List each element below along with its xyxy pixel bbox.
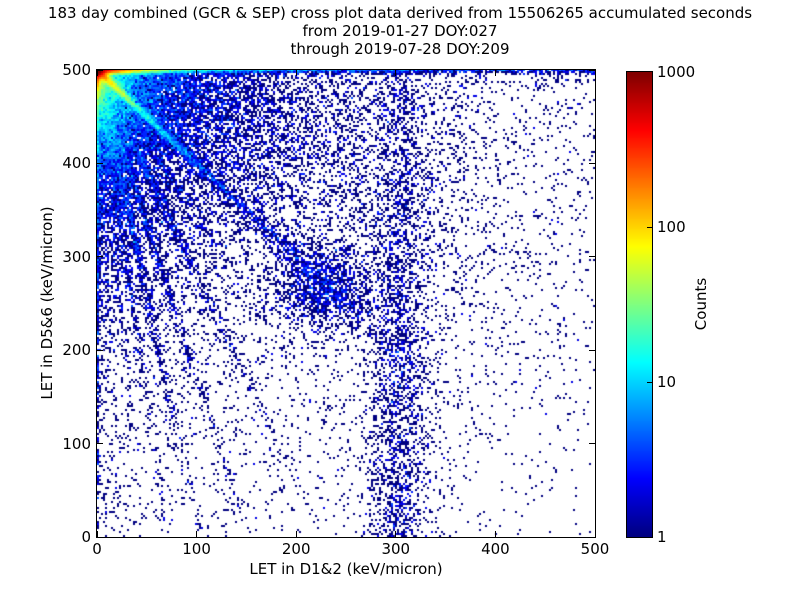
y-tick-label: 0 <box>81 528 91 546</box>
colorbar-tick-label: 1000 <box>657 63 696 81</box>
y-tick-right <box>589 536 595 538</box>
plot-frame <box>96 69 596 538</box>
y-tick-label: 500 <box>62 61 91 79</box>
x-tick-top <box>196 70 198 76</box>
figure-title-line-3: through 2019-07-28 DOY:209 <box>290 40 510 58</box>
x-tick-bottom <box>96 531 98 537</box>
colorbar-frame <box>626 71 653 538</box>
y-tick-right <box>589 443 595 445</box>
x-tick-top <box>96 70 98 76</box>
x-tick-bottom <box>594 531 596 537</box>
colorbar-label: Counts <box>692 277 710 331</box>
colorbar-gradient-canvas <box>627 72 652 537</box>
y-tick-left <box>97 69 103 71</box>
colorbar-tick <box>647 226 652 228</box>
figure-title-line-1: 183 day combined (GCR & SEP) cross plot … <box>47 4 753 22</box>
x-tick-label: 200 <box>281 540 311 558</box>
y-tick-left <box>97 536 103 538</box>
y-tick-label: 200 <box>62 341 91 360</box>
x-tick-bottom <box>295 531 297 537</box>
x-tick-top <box>494 70 496 76</box>
colorbar-tick-label: 100 <box>657 218 686 236</box>
y-tick-right <box>589 349 595 351</box>
x-axis-label: LET in D1&2 (keV/micron) <box>249 560 443 578</box>
y-tick-right <box>589 69 595 71</box>
y-tick-right <box>589 162 595 164</box>
x-tick-label: 0 <box>92 540 102 558</box>
figure-title-line-2: from 2019-01-27 DOY:027 <box>302 22 498 40</box>
x-tick-label: 100 <box>182 540 211 558</box>
x-tick-bottom <box>395 531 397 537</box>
y-axis-label: LET in D5&6 (keV/micron) <box>38 206 56 400</box>
x-tick-bottom <box>196 531 198 537</box>
x-tick-top <box>295 70 297 76</box>
y-tick-label: 300 <box>62 247 91 266</box>
x-tick-top <box>594 70 596 76</box>
y-tick-left <box>97 349 103 351</box>
y-tick-label: 100 <box>62 434 91 453</box>
x-tick-bottom <box>494 531 496 537</box>
y-tick-label: 400 <box>62 154 91 173</box>
colorbar-tick-label: 10 <box>657 373 677 391</box>
colorbar-tick <box>647 381 652 383</box>
colorbar-tick-label: 1 <box>657 528 667 546</box>
x-tick-label: 300 <box>381 540 411 558</box>
x-tick-label: 400 <box>481 540 510 558</box>
x-tick-label: 500 <box>580 540 610 558</box>
y-tick-right <box>589 256 595 258</box>
y-tick-left <box>97 256 103 258</box>
y-tick-left <box>97 443 103 445</box>
y-tick-left <box>97 162 103 164</box>
scatter-density-canvas <box>97 70 595 537</box>
x-tick-top <box>395 70 397 76</box>
